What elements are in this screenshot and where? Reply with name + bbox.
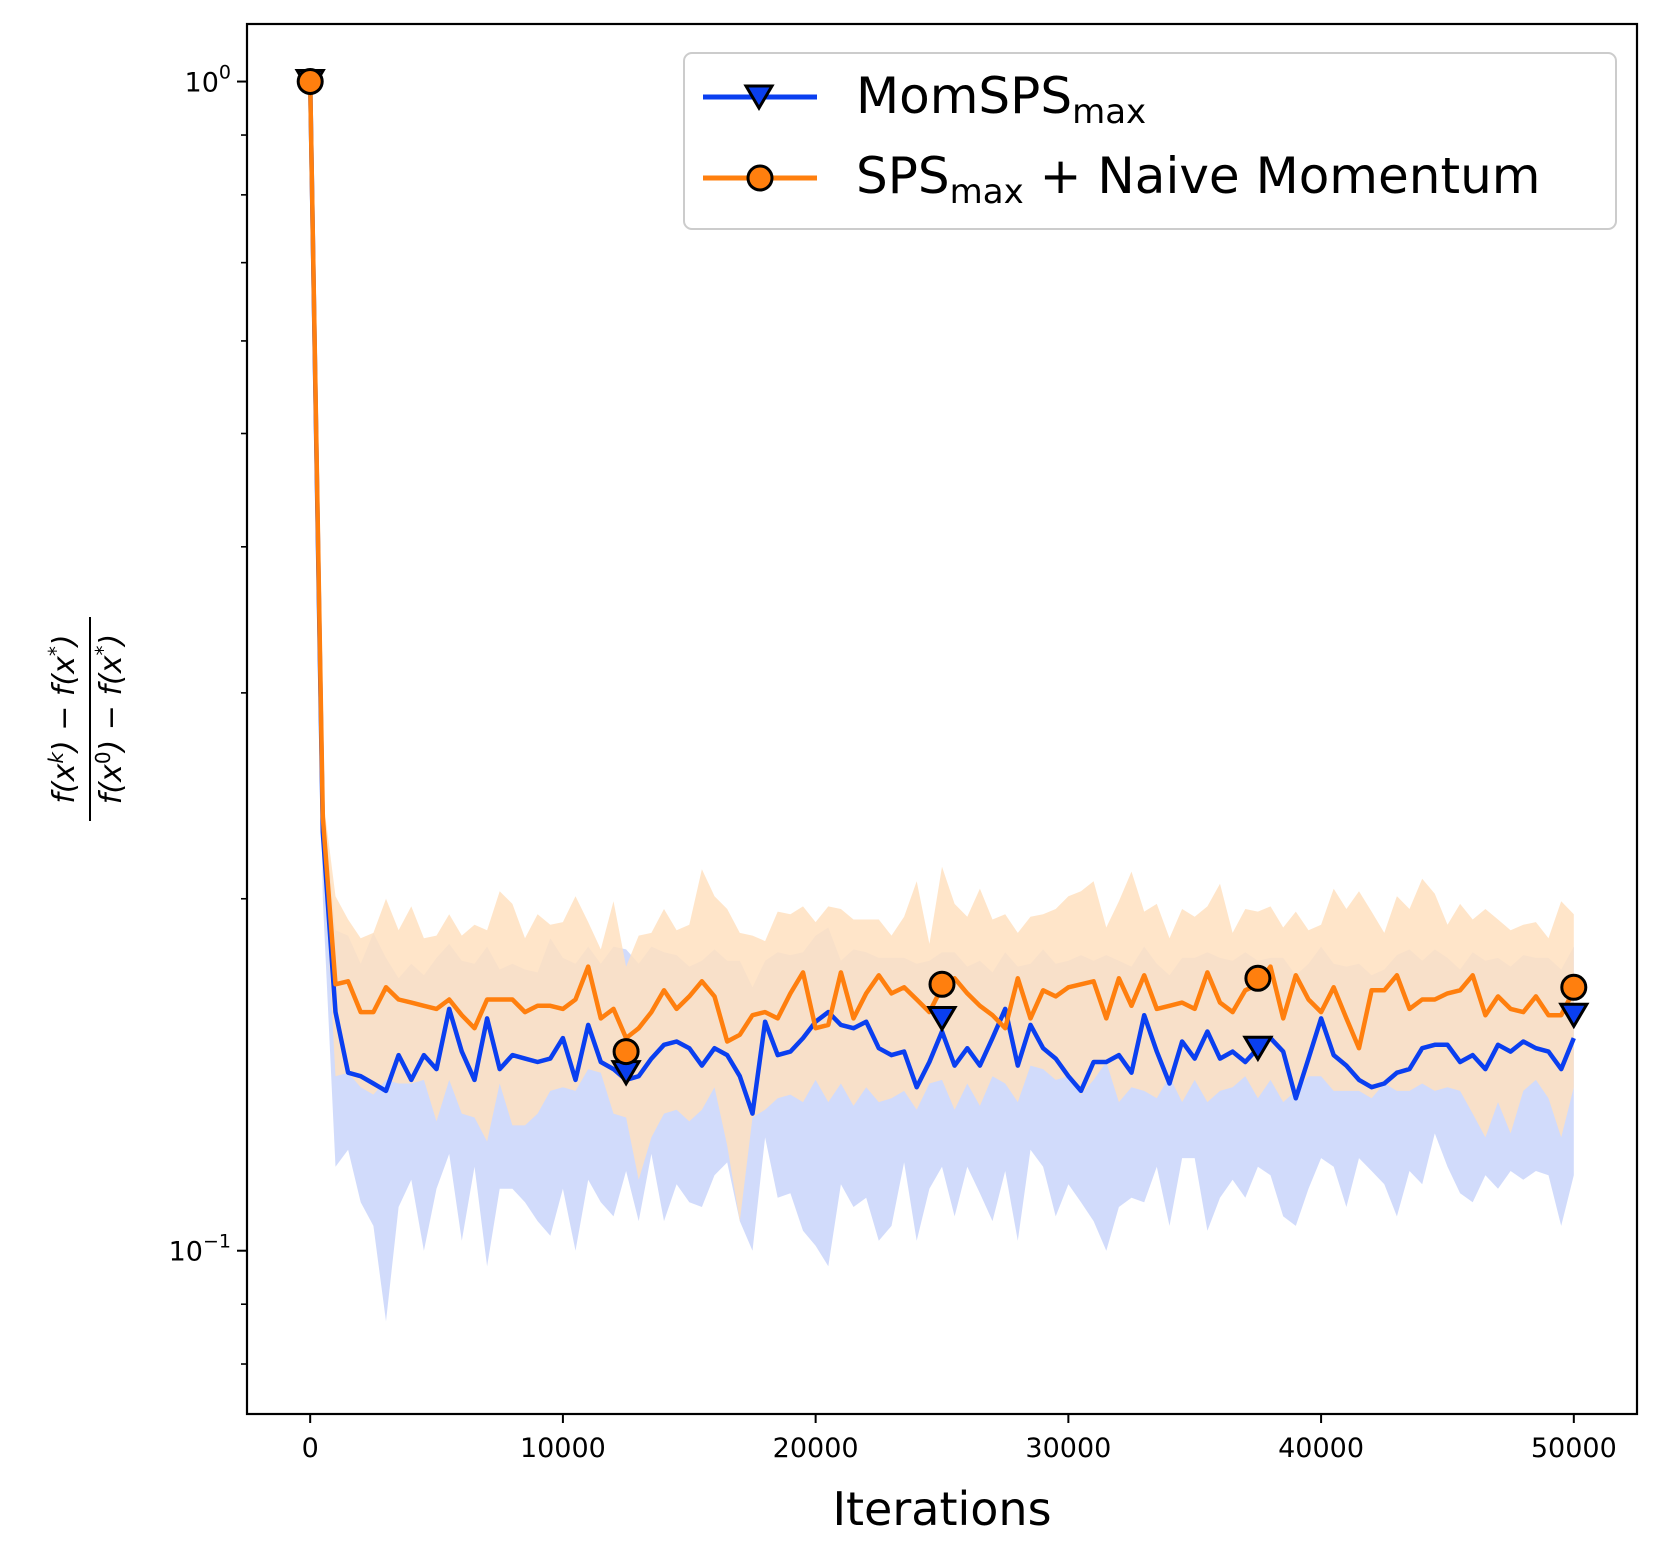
x-tick-label: 10000: [520, 1433, 606, 1464]
marker-series-1-4: [1560, 973, 1588, 1001]
y-axis-title-denominator: f(x0) − f(x*): [91, 634, 129, 804]
y-axis-ticks: 100 10−1: [169, 62, 247, 1365]
marker-series-1-1: [612, 1038, 640, 1066]
x-tick-label: 0: [302, 1433, 319, 1464]
legend: MomSPSmax SPSmax + Naive Momentum: [683, 52, 1617, 230]
y-axis-title-numerator: f(xk) − f(x*): [44, 634, 82, 803]
marker-series-0-2: [926, 1005, 958, 1033]
x-tick-label: 50000: [1531, 1433, 1617, 1464]
marker-series-0-4: [1558, 1002, 1590, 1030]
plot-frame: [245, 22, 1639, 1416]
x-tick-label: 20000: [773, 1433, 859, 1464]
y-axis-title: f(xk) − f(x*) f(x0) − f(x*): [44, 617, 129, 821]
y-tick-label: 100: [185, 62, 231, 99]
x-axis-ticks: 0 10000 20000 30000 40000 50000: [302, 1414, 1617, 1464]
series-markers: [294, 68, 1590, 1087]
legend-label-momsps: MomSPSmax: [856, 67, 1146, 132]
marker-series-1-3: [1244, 964, 1272, 992]
legend-marker-sps: [746, 164, 774, 192]
marker-series-1-0: [296, 68, 324, 95]
legend-box: [683, 52, 1617, 230]
x-tick-label: 40000: [1278, 1433, 1364, 1464]
x-tick-label: 30000: [1025, 1433, 1111, 1464]
legend-marker-momsps: [743, 84, 775, 111]
y-tick-label: 10−1: [169, 1231, 231, 1268]
band-series-1: [310, 81, 1574, 1222]
legend-label-sps: SPSmax + Naive Momentum: [856, 147, 1540, 212]
marker-series-1-2: [928, 970, 956, 998]
x-axis-title: Iterations: [832, 1482, 1051, 1536]
marker-series-0-3: [1242, 1035, 1274, 1063]
confidence-bands: [310, 81, 1574, 1322]
